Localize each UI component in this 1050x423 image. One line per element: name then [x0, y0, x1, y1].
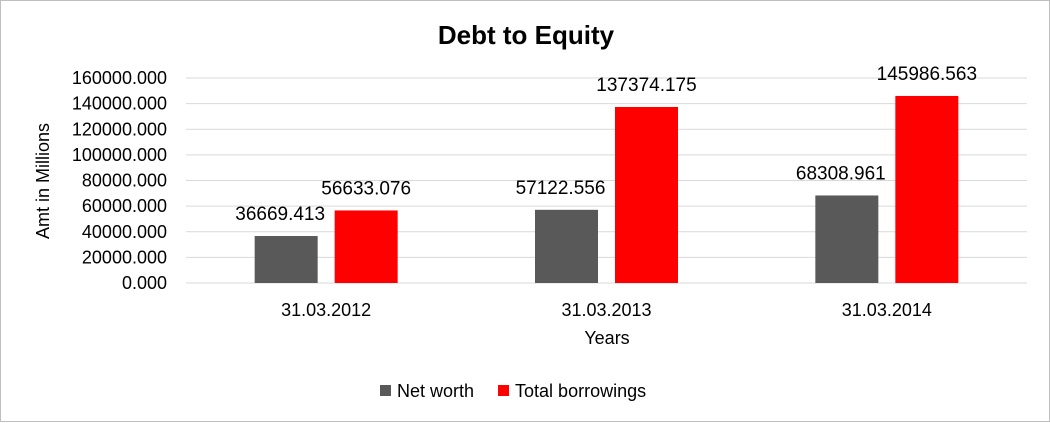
legend: Net worth Total borrowings — [380, 381, 646, 401]
y-tick-label: 120000.000 — [72, 119, 167, 139]
y-tick-label: 80000.000 — [82, 171, 167, 191]
y-tick-label: 40000.000 — [82, 222, 167, 242]
y-axis-label: Amt in Millions — [33, 123, 53, 239]
y-tick-label: 20000.000 — [82, 247, 167, 267]
x-tick-label: 31.03.2012 — [281, 300, 371, 320]
bar-total-borrowings — [895, 95, 959, 284]
data-label: 56633.076 — [321, 178, 411, 199]
bar-total-borrowings — [334, 210, 398, 283]
data-label: 36669.413 — [235, 204, 325, 225]
bars — [254, 95, 959, 284]
data-label: 57122.556 — [516, 178, 606, 199]
y-tick-label: 100000.000 — [72, 145, 167, 165]
legend-label: Total borrowings — [515, 381, 646, 401]
legend-swatch — [380, 385, 391, 396]
y-tick-label: 0.000 — [122, 273, 167, 293]
bar-net-worth — [535, 209, 598, 283]
bar-net-worth — [254, 236, 318, 283]
chart-title: Debt to Equity — [438, 20, 615, 50]
y-axis-ticks: 0.000 20000.000 40000.000 60000.000 80000.00… — [72, 68, 167, 293]
data-labels: 36669.413 56633.076 57122.556 137374.175 683… — [235, 64, 977, 225]
y-tick-label: 160000.000 — [72, 68, 167, 88]
x-axis-ticks: 31.03.2012 31.03.2013 31.03.2014 — [281, 300, 932, 320]
y-tick-label: 60000.000 — [82, 196, 167, 216]
y-tick-label: 140000.000 — [72, 94, 167, 114]
bar-net-worth — [815, 195, 879, 283]
gridlines — [186, 77, 1027, 284]
x-tick-label: 31.03.2013 — [561, 300, 651, 320]
data-label: 68308.961 — [796, 163, 886, 184]
x-axis-label: Years — [584, 328, 629, 348]
bar-total-borrowings — [615, 106, 678, 283]
x-tick-label: 31.03.2014 — [842, 300, 932, 320]
data-label: 137374.175 — [596, 75, 696, 96]
legend-swatch — [498, 385, 510, 396]
legend-label: Net worth — [397, 381, 474, 401]
data-label: 145986.563 — [877, 64, 977, 85]
